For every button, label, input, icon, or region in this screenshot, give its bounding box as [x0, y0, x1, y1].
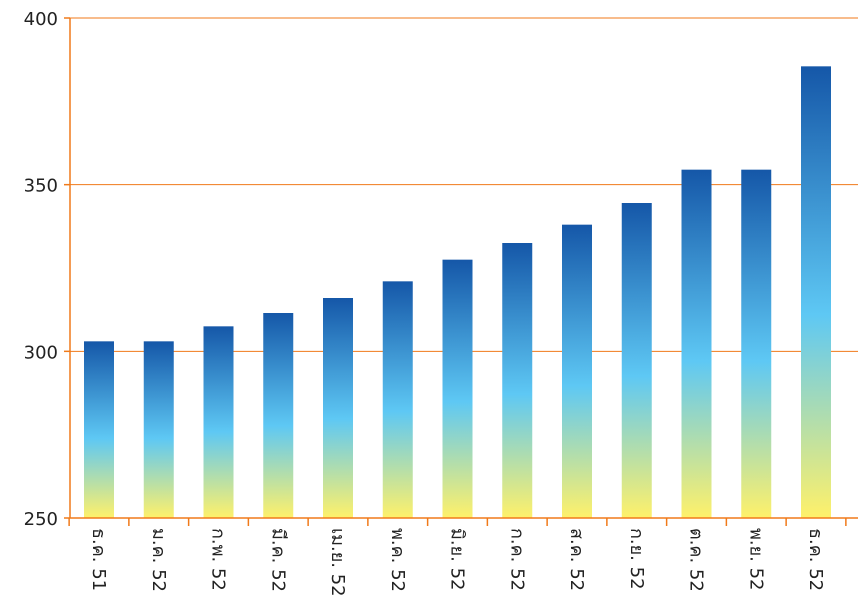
- y-tick-labels: 250 300 350 400: [24, 9, 58, 530]
- bar: [502, 243, 533, 518]
- bar: [143, 341, 174, 518]
- y-tick-label: 350: [24, 176, 58, 197]
- bars: [84, 66, 831, 518]
- bar: [323, 298, 353, 518]
- x-tick-labels: ธ.ค. 51 ม.ค. 52 ก.พ. 52 มี.ค. 52 เม.ย. 52 พ.ค…: [88, 528, 826, 597]
- bar: [263, 313, 294, 518]
- axes: [64, 17, 858, 526]
- x-tick-label: เม.ย. 52: [327, 528, 348, 597]
- x-tick-label: ก.พ. 52: [208, 528, 229, 591]
- x-tick-label: พ.ค. 52: [387, 528, 408, 592]
- bar: [681, 169, 712, 518]
- y-tick-label: 250: [24, 509, 58, 530]
- bar: [562, 224, 592, 518]
- bar: [621, 203, 652, 518]
- bar: [203, 326, 234, 518]
- bar: [84, 341, 114, 518]
- bar: [382, 281, 413, 518]
- bar: [442, 259, 473, 518]
- bar: [741, 169, 772, 518]
- x-tick-label: ก.ย. 52: [626, 528, 647, 590]
- x-tick-label: ม.ค. 52: [148, 528, 169, 592]
- bar: [801, 66, 831, 518]
- x-tick-label: พ.ย. 52: [745, 528, 766, 590]
- y-tick-label: 300: [24, 342, 58, 363]
- x-tick-label: มี.ค. 52: [267, 528, 288, 592]
- x-tick-label: มิ.ย. 52: [447, 528, 468, 590]
- y-tick-label: 400: [24, 9, 58, 30]
- x-tick-label: ส.ค. 52: [566, 528, 587, 591]
- x-tick-label: ก.ค. 52: [506, 528, 527, 591]
- x-tick-label: ต.ค. 52: [686, 528, 707, 592]
- x-tick-label: ธ.ค. 52: [805, 528, 826, 591]
- x-tick-label: ธ.ค. 51: [88, 528, 109, 591]
